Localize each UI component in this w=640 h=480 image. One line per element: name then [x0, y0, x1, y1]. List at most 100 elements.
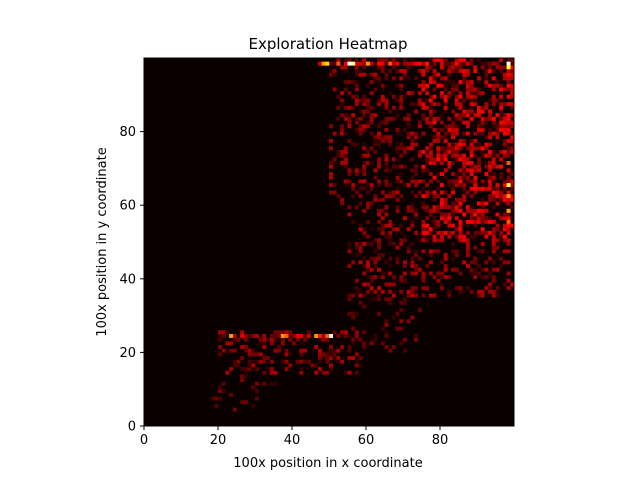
heatmap-cell	[465, 109, 470, 114]
heatmap-cell	[369, 72, 374, 77]
heatmap-cell	[510, 61, 515, 66]
heatmap-cell	[403, 264, 407, 269]
heatmap-cell	[380, 197, 385, 202]
heatmap-cell	[373, 175, 378, 180]
heatmap-cell	[280, 334, 285, 338]
heatmap-cell	[443, 135, 448, 140]
heatmap-cell	[473, 69, 478, 73]
heatmap-cell	[366, 275, 370, 280]
heatmap-cell	[484, 179, 489, 184]
heatmap-cell	[388, 138, 393, 143]
heatmap-cell	[373, 138, 378, 143]
heatmap-cell	[499, 216, 504, 221]
heatmap-cell	[384, 175, 389, 180]
heatmap-cell	[358, 337, 363, 342]
heatmap-cell	[499, 197, 504, 202]
heatmap-cell	[469, 116, 474, 121]
heatmap-cell	[443, 253, 448, 257]
heatmap-cell	[499, 102, 504, 107]
heatmap-cell	[340, 124, 345, 129]
heatmap-cell	[358, 98, 363, 103]
heatmap-cell	[303, 348, 308, 353]
heatmap-cell	[458, 179, 463, 184]
heatmap-cell	[262, 356, 267, 361]
heatmap-cell	[336, 348, 341, 353]
heatmap-cell	[362, 168, 367, 173]
heatmap-cell	[332, 352, 337, 357]
heatmap-cell	[510, 172, 515, 177]
heatmap-cell	[395, 164, 400, 169]
heatmap-cell	[436, 172, 441, 177]
heatmap-cell	[506, 168, 511, 173]
heatmap-cell	[469, 87, 474, 92]
heatmap-cell	[417, 102, 422, 107]
heatmap-cell	[317, 356, 322, 361]
heatmap-cell	[495, 131, 500, 136]
heatmap-cell	[440, 234, 444, 239]
heatmap-cell	[458, 157, 463, 162]
heatmap-cell	[425, 238, 430, 243]
heatmap-cell	[362, 124, 367, 129]
heatmap-cell	[491, 124, 496, 129]
heatmap-cell	[469, 205, 474, 210]
heatmap-cell	[447, 219, 452, 224]
heatmap-cell	[336, 194, 341, 199]
heatmap-cell	[251, 363, 256, 368]
heatmap-cell	[506, 102, 511, 107]
heatmap-cell	[510, 113, 515, 118]
heatmap-cell	[465, 61, 470, 66]
heatmap-cell	[421, 293, 426, 298]
heatmap-cell	[399, 61, 404, 66]
heatmap-cell	[377, 161, 382, 165]
heatmap-cell	[491, 69, 496, 73]
heatmap-cell	[491, 205, 496, 210]
heatmap-cell	[447, 230, 452, 235]
heatmap-cell	[462, 72, 467, 77]
heatmap-cell	[373, 337, 378, 342]
heatmap-cell	[351, 142, 356, 147]
heatmap-cell	[469, 142, 474, 147]
heatmap-cell	[488, 256, 493, 261]
heatmap-cell	[299, 334, 304, 338]
heatmap-cell	[506, 172, 511, 177]
heatmap-cell	[388, 230, 393, 235]
heatmap-cell	[410, 271, 415, 276]
heatmap-cell	[417, 153, 422, 158]
heatmap-cell	[377, 245, 382, 250]
heatmap-cell	[218, 352, 222, 357]
heatmap-cell	[273, 381, 278, 386]
heatmap-cell	[373, 76, 378, 81]
heatmap-cell	[491, 172, 496, 177]
y-tick-label: 80	[119, 125, 136, 140]
heatmap-cell	[443, 131, 448, 136]
heatmap-cell	[499, 83, 504, 88]
heatmap-cell	[354, 116, 359, 121]
heatmap-cell	[243, 334, 248, 338]
heatmap-cell	[354, 94, 359, 99]
heatmap-cell	[443, 230, 448, 235]
heatmap-cell	[465, 208, 470, 213]
heatmap-cell	[432, 76, 437, 81]
heatmap-cell	[428, 157, 433, 162]
heatmap-cell	[354, 370, 359, 375]
heatmap-cell	[510, 138, 515, 143]
heatmap-cell	[425, 223, 430, 228]
heatmap-cell	[406, 91, 411, 96]
heatmap-cell	[417, 256, 422, 261]
heatmap-cell	[458, 238, 463, 243]
heatmap-cell	[506, 69, 511, 73]
heatmap-cell	[480, 249, 485, 254]
heatmap-cell	[240, 330, 245, 335]
heatmap-cell	[454, 267, 459, 272]
heatmap-cell	[321, 352, 326, 357]
heatmap-cell	[506, 219, 511, 224]
heatmap-cell	[377, 242, 382, 246]
heatmap-cell	[403, 348, 407, 353]
heatmap-cell	[480, 216, 485, 221]
heatmap-cell	[473, 190, 478, 195]
heatmap-cell	[473, 230, 478, 235]
heatmap-cell	[447, 183, 452, 188]
heatmap-cell	[369, 186, 374, 191]
heatmap-cell	[454, 249, 459, 254]
heatmap-cell	[362, 164, 367, 169]
